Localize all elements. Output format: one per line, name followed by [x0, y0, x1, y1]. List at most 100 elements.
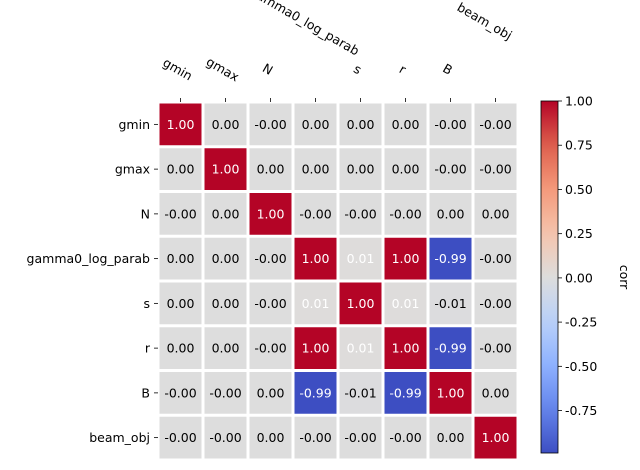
heatmap-cell-s-gamma0_log_parab — [294, 282, 337, 325]
heatmap-cell-N-r — [384, 193, 427, 235]
heatmap-cells — [159, 103, 517, 459]
cell-value-label: 1.00 — [167, 117, 195, 132]
cell-value-label: 0.01 — [392, 296, 420, 311]
cell-value-label: 0.00 — [167, 251, 195, 266]
heatmap-cell-r-s — [339, 327, 382, 369]
colorbar-tick-label: 1.00 — [565, 94, 593, 109]
cell-value-label: 1.00 — [482, 430, 510, 445]
heatmap-cell-gmax-gmin — [159, 148, 202, 190]
heatmap-cell-gmin-beam_obj — [474, 103, 517, 146]
x-tick-label: r — [397, 61, 410, 77]
heatmap-cell-r-beam_obj — [474, 327, 517, 369]
x-tick-label: gamma0_log_parab — [248, 0, 362, 58]
cell-value-label: 0.00 — [437, 206, 465, 221]
cell-value-label: 0.00 — [212, 117, 240, 132]
heatmap-cell-gamma0_log_parab-gmax — [204, 237, 247, 280]
heatmap-cell-beam_obj-r — [384, 416, 427, 459]
x-tick-label: gmin — [160, 55, 195, 84]
colorbar-tick-label: 0.25 — [565, 226, 593, 241]
cell-value-label: 0.01 — [302, 296, 330, 311]
x-tick-label: N — [260, 60, 276, 78]
cell-value-label: 0.00 — [257, 385, 285, 400]
heatmap-cell-gamma0_log_parab-gmin — [159, 237, 202, 280]
y-tick-label: gmin — [118, 117, 150, 132]
heatmap-cell-B-beam_obj — [474, 372, 517, 414]
x-tick-label: B — [440, 60, 455, 77]
cell-value-label: -0.00 — [479, 162, 511, 177]
colorbar-tick-label: 0.00 — [565, 270, 593, 285]
colorbar-label: corr — [617, 265, 632, 290]
cell-value-label: -0.00 — [479, 341, 511, 356]
heatmap-cell-gamma0_log_parab-N — [249, 237, 292, 280]
cell-value-label: -0.00 — [254, 341, 286, 356]
cell-value-label: 0.00 — [302, 117, 330, 132]
heatmap-cell-gmax-r — [384, 148, 427, 190]
cell-value-label: 0.00 — [347, 117, 375, 132]
x-tick-label: gmax — [204, 54, 242, 85]
cell-value-label: -0.00 — [479, 117, 511, 132]
cell-value-label: 0.00 — [167, 296, 195, 311]
cell-value-label: 0.00 — [347, 162, 375, 177]
y-tick-label: r — [145, 341, 151, 356]
heatmap-cell-gmin-r — [384, 103, 427, 146]
cell-value-label: 0.00 — [437, 430, 465, 445]
cell-value-label: -0.00 — [299, 206, 331, 221]
cell-value-label: -0.00 — [344, 430, 376, 445]
cell-value-label: 0.00 — [257, 430, 285, 445]
heatmap-cell-gmax-N — [249, 148, 292, 190]
heatmap-cell-N-gmin — [159, 193, 202, 235]
heatmap-cell-s-r — [384, 282, 427, 325]
cell-value-label: 0.01 — [347, 251, 375, 266]
cell-value-label: -0.00 — [254, 117, 286, 132]
heatmap-cell-N-B — [429, 193, 472, 235]
heatmap-cell-beam_obj-N — [249, 416, 292, 459]
heatmap-cell-labels: 1.00 0.00 -0.00 0.00 0.00 0.00 -0.00 -0.00 0.00 1… — [164, 117, 511, 445]
cell-value-label: 1.00 — [302, 251, 330, 266]
heatmap-cell-N-beam_obj — [474, 193, 517, 235]
colorbar: 1.00 0.75 0.50 0.25 0.00 -0.25 -0.50 -0.75 corr — [540, 94, 632, 454]
heatmap-cell-N-N — [249, 193, 292, 235]
cell-value-label: -0.99 — [299, 385, 331, 400]
cell-value-label: -0.00 — [299, 430, 331, 445]
y-tick-label: beam_obj — [89, 430, 150, 445]
cell-value-label: 0.00 — [482, 385, 510, 400]
heatmap-cell-beam_obj-gmax — [204, 416, 247, 459]
heatmap-cell-s-s — [339, 282, 382, 325]
y-tick-label: s — [143, 296, 150, 311]
cell-value-label: 0.00 — [302, 162, 330, 177]
cell-value-label: 0.00 — [392, 117, 420, 132]
heatmap-cell-r-gamma0_log_parab — [294, 327, 337, 369]
cell-value-label: 1.00 — [437, 385, 465, 400]
cell-value-label: -0.00 — [389, 430, 421, 445]
cell-value-label: 0.00 — [212, 206, 240, 221]
heatmap-cell-gmin-s — [339, 103, 382, 146]
cell-value-label: -0.00 — [479, 296, 511, 311]
heatmap-cell-B-N — [249, 372, 292, 414]
heatmap-cell-s-B — [429, 282, 472, 325]
heatmap-cell-gmin-gmax — [204, 103, 247, 146]
cell-value-label: 0.00 — [212, 341, 240, 356]
heatmap-cell-gamma0_log_parab-gamma0_log_parab — [294, 237, 337, 280]
heatmap-cell-r-gmin — [159, 327, 202, 369]
heatmap-cell-gmax-gamma0_log_parab — [294, 148, 337, 190]
cell-value-label: 0.00 — [392, 162, 420, 177]
heatmap-cell-B-r — [384, 372, 427, 414]
y-tick-label: B — [141, 385, 150, 400]
heatmap-cell-gamma0_log_parab-s — [339, 237, 382, 280]
heatmap-cell-gmin-gamma0_log_parab — [294, 103, 337, 146]
cell-value-label: 0.00 — [167, 341, 195, 356]
heatmap-cell-r-B — [429, 327, 472, 369]
heatmap-cell-gmin-B — [429, 103, 472, 146]
heatmap-cell-s-N — [249, 282, 292, 325]
cell-value-label: 1.00 — [392, 251, 420, 266]
heatmap-cell-B-gmin — [159, 372, 202, 414]
cell-value-label: -0.00 — [479, 251, 511, 266]
colorbar-gradient — [540, 100, 559, 454]
cell-value-label: -0.00 — [434, 162, 466, 177]
heatmap-cell-B-gmax — [204, 372, 247, 414]
cell-value-label: -0.00 — [164, 206, 196, 221]
cell-value-label: -0.00 — [389, 206, 421, 221]
y-tick-label: gamma0_log_parab — [27, 251, 151, 266]
colorbar-tick-label: -0.50 — [565, 359, 597, 374]
